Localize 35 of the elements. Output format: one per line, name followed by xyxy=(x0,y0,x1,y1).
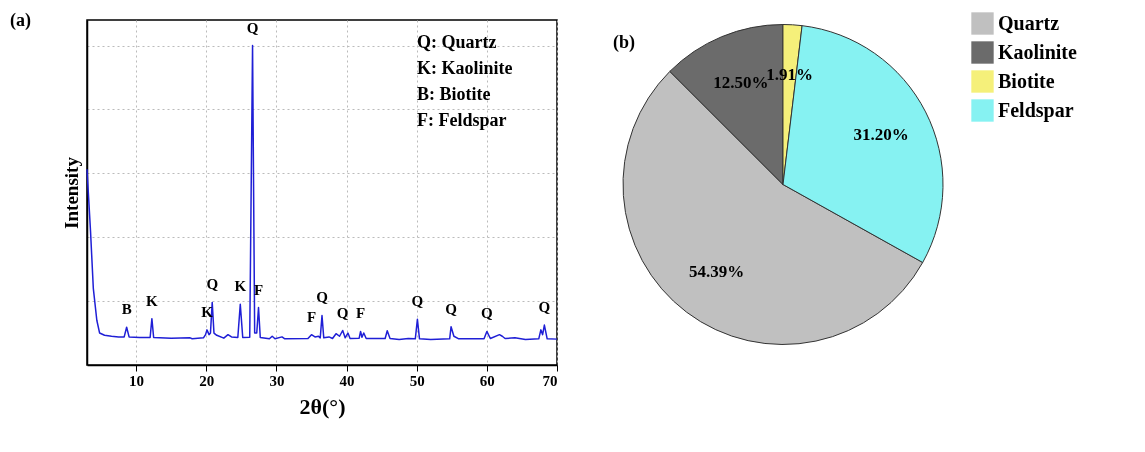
annotation: Q xyxy=(481,305,494,322)
annotation: F xyxy=(356,305,366,322)
legend-label: Kaolinite xyxy=(998,40,1078,63)
chart-title: (a) xyxy=(10,10,31,31)
annotation: Q xyxy=(538,299,551,316)
annotation: Q xyxy=(411,293,424,310)
legend-label: Quartz xyxy=(998,11,1060,34)
annotation: Q: Quartz xyxy=(417,32,497,52)
legend-label: Feldspar xyxy=(998,98,1074,122)
annotation: K xyxy=(234,278,247,295)
x-axis-title: 2θ(°) xyxy=(299,393,346,419)
data-label: 54.39% xyxy=(689,262,745,282)
x-tick-label: 30 xyxy=(269,372,285,389)
legend-label: Biotite xyxy=(998,69,1055,92)
annotation: Q xyxy=(445,300,458,317)
annotation: Q xyxy=(246,19,259,36)
x-tick-label: 40 xyxy=(339,372,355,389)
data-label: 12.50% xyxy=(713,72,769,92)
annotation: B xyxy=(121,301,132,318)
annotation: B: Biotite xyxy=(417,84,491,104)
y-axis-title: Intensity xyxy=(60,156,82,229)
text: (b) xyxy=(613,32,635,53)
annotation: F xyxy=(306,308,317,325)
annotation: Q xyxy=(316,289,329,306)
annotation: Q xyxy=(206,276,219,293)
x-tick-label: 20 xyxy=(199,372,215,389)
x-tick-label: 10 xyxy=(129,372,145,389)
x-tick-label: 50 xyxy=(409,372,425,389)
annotation: K xyxy=(146,292,159,309)
data-label: 31.20% xyxy=(853,124,909,144)
annotation: Q xyxy=(336,304,349,321)
x-tick-label: 60 xyxy=(479,372,495,389)
annotation: F: Feldspar xyxy=(417,110,507,130)
x-tick-label: 70 xyxy=(542,372,558,389)
annotation: K: Kaolinite xyxy=(417,58,513,78)
